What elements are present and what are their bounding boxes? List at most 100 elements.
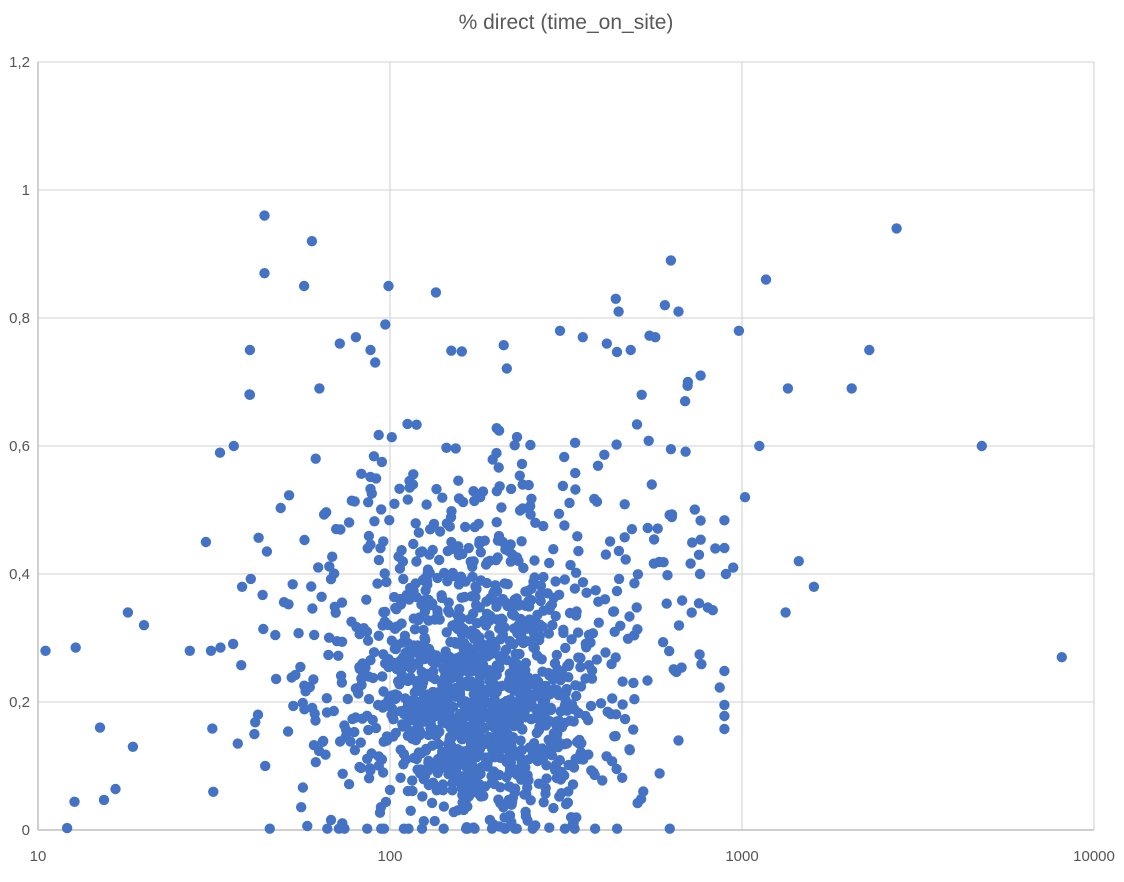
data-point[interactable] [412,720,423,731]
data-point[interactable] [782,383,794,394]
data-point[interactable] [599,594,611,605]
data-point[interactable] [657,637,669,648]
data-point[interactable] [530,618,541,629]
data-point[interactable] [586,765,597,776]
data-point[interactable] [228,440,239,452]
data-point[interactable] [610,730,621,742]
data-point[interactable] [398,823,410,834]
data-point[interactable] [245,573,256,585]
data-point[interactable] [378,649,389,660]
data-point[interactable] [355,737,366,748]
data-point[interactable] [629,578,640,589]
data-point[interactable] [516,536,527,547]
data-point[interactable] [495,782,506,793]
data-point[interactable] [310,757,321,768]
data-point[interactable] [492,535,504,546]
data-point[interactable] [707,605,718,616]
data-point[interactable] [665,255,677,266]
data-point[interactable] [520,762,531,773]
data-point[interactable] [334,338,345,349]
data-point[interactable] [642,522,653,534]
data-point[interactable] [423,645,434,657]
data-point[interactable] [541,760,552,771]
data-point[interactable] [687,537,698,548]
data-point[interactable] [444,651,455,663]
data-point[interactable] [467,696,478,707]
data-point[interactable] [419,711,430,723]
data-point[interactable] [432,572,443,584]
data-point[interactable] [696,659,707,670]
data-point[interactable] [577,577,589,588]
data-point[interactable] [891,223,902,234]
data-point[interactable] [253,532,264,543]
data-point[interactable] [365,655,376,666]
data-point[interactable] [475,492,486,503]
data-point[interactable] [530,820,541,831]
data-point[interactable] [581,642,592,653]
data-point[interactable] [695,515,706,526]
data-point[interactable] [619,713,631,725]
data-point[interactable] [363,724,374,736]
data-point[interactable] [369,516,380,527]
data-point[interactable] [563,759,574,771]
data-point[interactable] [648,558,660,569]
data-point[interactable] [374,807,386,818]
data-point[interactable] [600,647,611,658]
data-point[interactable] [488,695,499,707]
data-point[interactable] [611,585,623,597]
data-point[interactable] [475,547,486,558]
data-point[interactable] [418,624,429,636]
data-point[interactable] [363,497,374,508]
data-point[interactable] [719,542,730,554]
data-point[interactable] [306,236,318,247]
data-point[interactable] [597,775,608,786]
data-point[interactable] [560,642,571,654]
data-point[interactable] [581,587,592,598]
data-point[interactable] [293,628,304,639]
data-point[interactable] [676,595,688,606]
data-point[interactable] [310,453,321,464]
data-point[interactable] [679,396,691,407]
data-point[interactable] [526,493,537,504]
data-point[interactable] [395,744,406,755]
data-point[interactable] [589,823,601,834]
data-point[interactable] [976,440,987,452]
data-point[interactable] [420,635,431,646]
data-point[interactable] [356,468,367,479]
data-point[interactable] [719,710,730,722]
data-point[interactable] [366,748,377,759]
data-point[interactable] [648,534,660,545]
data-point[interactable] [611,346,623,358]
data-point[interactable] [547,674,559,685]
data-point[interactable] [411,419,422,430]
data-point[interactable] [407,775,418,786]
data-point[interactable] [559,717,570,729]
data-point[interactable] [498,802,509,813]
data-point[interactable] [512,746,524,758]
data-point[interactable] [405,805,416,816]
data-point[interactable] [566,634,577,645]
data-point[interactable] [540,680,551,692]
data-point[interactable] [399,630,411,641]
data-point[interactable] [780,607,791,618]
data-point[interactable] [537,743,548,754]
data-point[interactable] [287,579,298,590]
data-point[interactable] [664,823,675,834]
data-point[interactable] [346,616,357,627]
data-point[interactable] [445,512,457,523]
data-point[interactable] [122,607,134,618]
data-point[interactable] [481,608,493,619]
data-point[interactable] [631,602,642,613]
data-point[interactable] [659,300,671,311]
data-point[interactable] [475,791,486,802]
data-point[interactable] [505,483,517,495]
data-point[interactable] [486,823,498,834]
data-point[interactable] [452,744,463,755]
data-point[interactable] [719,723,730,735]
data-point[interactable] [466,665,477,677]
data-point[interactable] [556,766,567,778]
data-point[interactable] [288,700,299,712]
data-point[interactable] [462,645,473,656]
data-point[interactable] [538,797,549,808]
data-point[interactable] [650,332,661,343]
